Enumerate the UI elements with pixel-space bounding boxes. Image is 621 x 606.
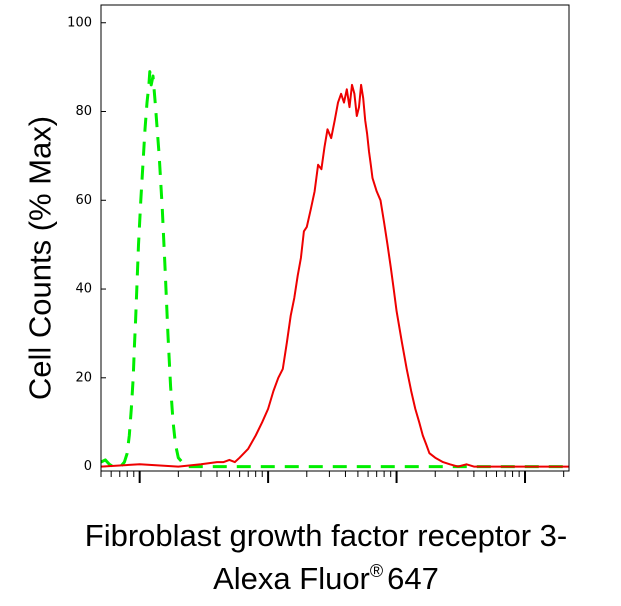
x-axis-ticks	[100, 471, 565, 483]
y-tick-label: 0	[84, 459, 92, 474]
y-axis-title: Cell Counts (% Max)	[23, 116, 58, 400]
y-tick-label: 40	[75, 282, 92, 297]
y-axis-tick-labels: 0 20 40 60 80 100	[67, 15, 92, 474]
series-layer	[100, 70, 569, 469]
series-line-dashed	[100, 70, 569, 469]
x-axis-title-line1: Fibroblast growth factor receptor 3-	[85, 518, 567, 553]
y-tick-label: 60	[75, 193, 92, 208]
y-tick-label: 20	[75, 370, 92, 385]
registered-mark: ®	[370, 561, 383, 581]
y-tick-label: 100	[67, 15, 92, 30]
plot-frame	[100, 4, 570, 472]
series-line-solid	[100, 83, 569, 468]
x-axis-title-number: 647	[387, 561, 439, 596]
x-axis-title-fluor: Alexa Fluor	[213, 561, 370, 596]
x-axis-title-line2: Alexa Fluor® 647	[213, 561, 439, 596]
y-tick-label: 80	[75, 104, 92, 119]
